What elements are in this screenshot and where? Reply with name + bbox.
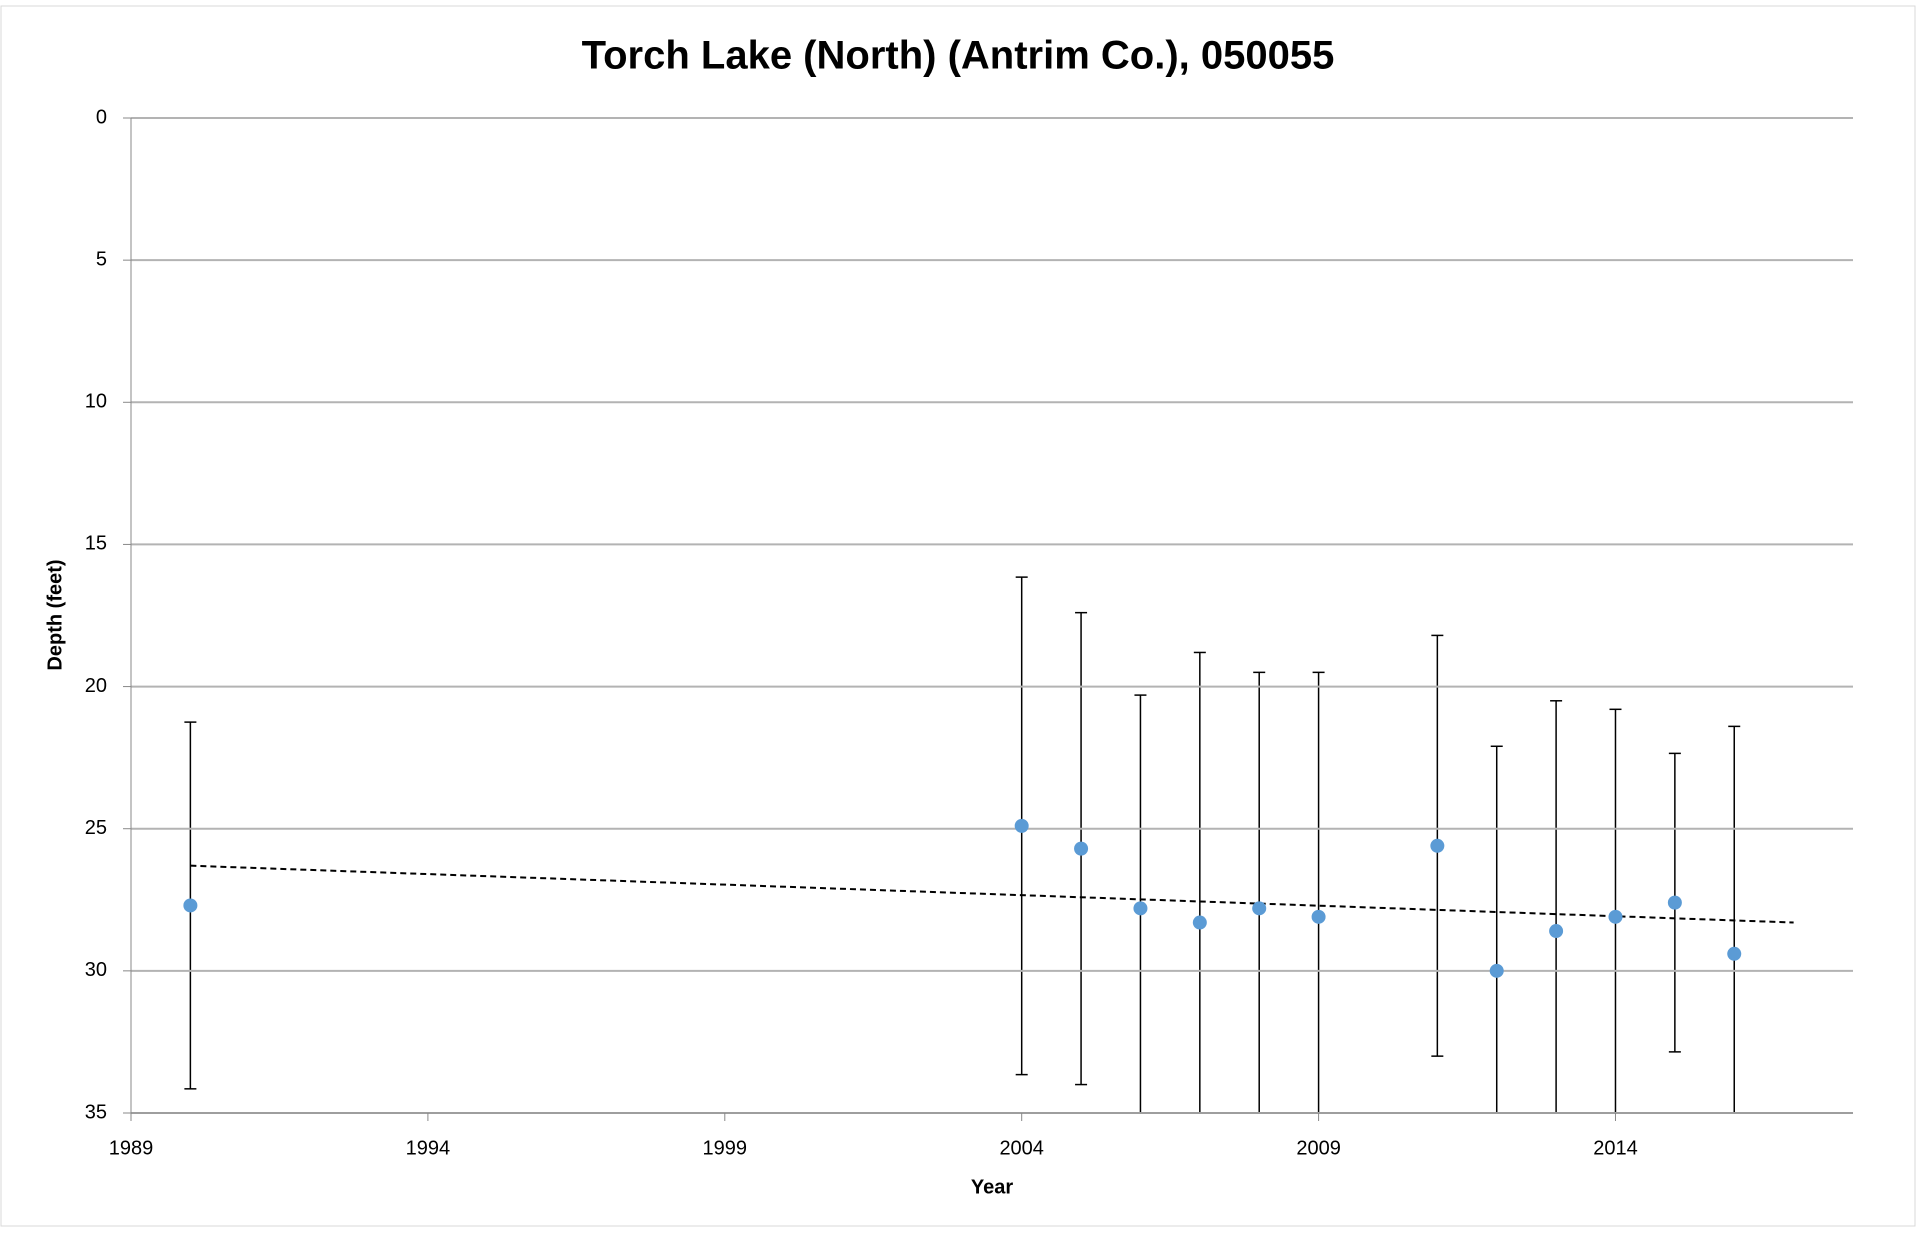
y-axis-label: Depth (feet) — [44, 559, 66, 670]
y-tick-label: 30 — [85, 959, 107, 981]
data-point — [1667, 895, 1682, 910]
chart-border — [0, 5, 1916, 1227]
data-point — [183, 898, 198, 913]
y-tick-label: 0 — [96, 106, 107, 128]
trendline — [190, 864, 1794, 924]
x-tick-label: 1999 — [703, 1137, 748, 1159]
y-tick-label: 35 — [85, 1101, 107, 1123]
y-tick-label: 10 — [85, 391, 107, 413]
y-tick-label: 25 — [85, 817, 107, 839]
data-point — [1727, 946, 1742, 961]
x-tick-label: 2004 — [999, 1137, 1044, 1159]
x-tick-label: 2014 — [1593, 1137, 1638, 1159]
data-point — [1252, 901, 1267, 916]
data-point — [1430, 838, 1445, 853]
data-point — [1489, 963, 1504, 978]
x-axis-label: Year — [971, 1176, 1013, 1198]
x-tick-label: 1994 — [406, 1137, 451, 1159]
data-point — [1074, 841, 1089, 856]
x-tick-label: 1989 — [109, 1137, 154, 1159]
y-tick-label: 15 — [85, 533, 107, 555]
data-point — [1192, 915, 1207, 930]
data-point — [1311, 909, 1326, 924]
data-point — [1608, 909, 1623, 924]
y-tick-label: 5 — [96, 248, 107, 270]
data-point — [1133, 901, 1148, 916]
y-tick-label: 20 — [85, 675, 107, 697]
chart-title: Torch Lake (North) (Antrim Co.), 050055 — [582, 34, 1335, 78]
data-point — [1549, 924, 1564, 939]
data-point — [1014, 818, 1029, 833]
x-tick-label: 2009 — [1296, 1137, 1341, 1159]
